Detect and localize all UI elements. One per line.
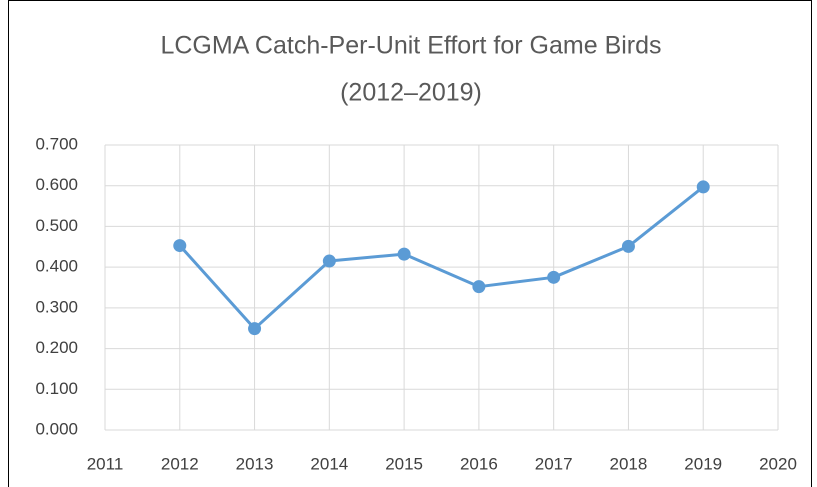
data-point — [696, 180, 710, 194]
y-tick-label: 0.100 — [35, 379, 78, 398]
data-point — [472, 280, 486, 294]
y-tick-label: 0.200 — [35, 338, 78, 357]
x-tick-label: 2017 — [535, 454, 573, 473]
data-point — [621, 239, 635, 253]
x-tick-label: 2011 — [87, 454, 124, 473]
y-tick-label: 0.300 — [35, 297, 78, 316]
x-tick-label: 2015 — [385, 454, 423, 473]
x-tick-label: 2016 — [460, 454, 498, 473]
x-tick-label: 2012 — [161, 454, 199, 473]
y-tick-label: 0.600 — [35, 175, 78, 194]
series-line — [178, 185, 705, 331]
chart-title: (2012–2019) — [340, 79, 482, 107]
data-point — [397, 247, 411, 261]
x-tick-label: 2014 — [310, 454, 348, 473]
chart-border — [8, 0, 812, 487]
data-point — [322, 254, 336, 268]
x-tick-label: 2013 — [236, 454, 274, 473]
data-point — [547, 270, 561, 284]
x-tick-label: 2018 — [610, 454, 648, 473]
y-tick-label: 0.000 — [35, 419, 78, 438]
x-tick-label: 2019 — [684, 454, 722, 473]
chart-title: LCGMA Catch-Per-Unit Effort for Game Bir… — [160, 32, 661, 60]
y-tick-label: 0.400 — [35, 257, 78, 276]
data-point — [248, 322, 262, 336]
y-tick-label: 0.500 — [35, 216, 78, 235]
y-tick-label: 0.700 — [35, 134, 78, 153]
data-point — [173, 239, 187, 253]
x-tick-label: 2020 — [759, 454, 797, 473]
